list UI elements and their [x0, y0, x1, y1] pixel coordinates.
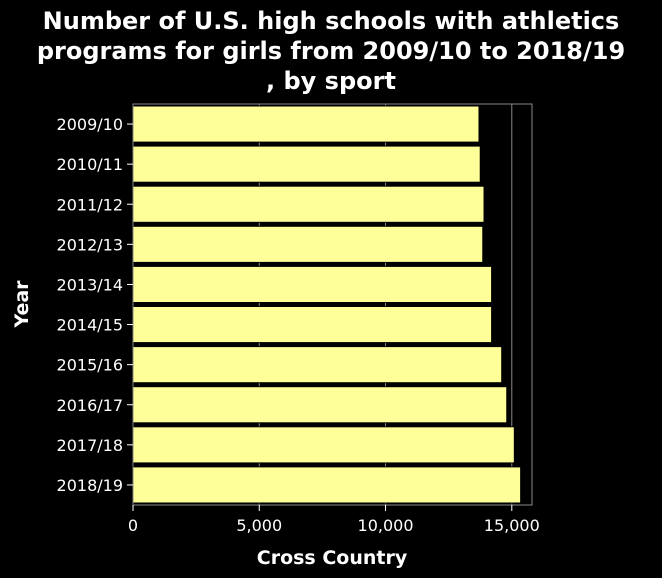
chart-title-line-2: programs for girls from 2009/10 to 2018/… — [36, 37, 626, 65]
y-tick-label: 2014/15 — [57, 316, 123, 335]
chart-title: Number of U.S. high schools with athleti… — [0, 6, 662, 96]
chart-title-line-3: , by sport — [266, 67, 396, 95]
bar — [132, 426, 515, 464]
x-tick-label: 5,000 — [236, 516, 282, 535]
y-tick-label: 2017/18 — [57, 436, 123, 455]
y-tick-label: 2010/11 — [57, 155, 123, 174]
bar — [132, 265, 493, 303]
y-tick-label: 2012/13 — [57, 235, 123, 254]
bar — [132, 145, 481, 183]
x-axis-label: Cross Country — [257, 547, 408, 569]
y-tick-label: 2009/10 — [57, 115, 123, 134]
x-tick-label: 10,000 — [358, 516, 414, 535]
y-tick-label: 2011/12 — [57, 195, 123, 214]
x-tick-label: 15,000 — [484, 516, 540, 535]
bar — [132, 306, 493, 344]
y-tick-label: 2018/19 — [57, 476, 123, 495]
y-tick-label: 2015/16 — [57, 356, 123, 375]
bar — [132, 466, 522, 504]
y-axis: 2009/10 2010/11 2011/12 2012/13 2013/14 2014/… — [57, 115, 133, 495]
bar — [132, 225, 484, 263]
x-axis: 0 5,000 10,000 15,000 — [128, 505, 540, 535]
x-tick-label: 0 — [128, 516, 138, 535]
plot-border — [132, 103, 533, 506]
bar — [132, 346, 503, 384]
bars — [132, 105, 522, 504]
y-tick-label: 2016/17 — [57, 396, 123, 415]
y-axis-label: Year — [11, 280, 33, 329]
bar — [132, 105, 480, 143]
y-tick-label: 2013/14 — [57, 275, 123, 294]
bar — [132, 386, 508, 424]
bar — [132, 185, 485, 223]
chart-title-line-1: Number of U.S. high schools with athleti… — [42, 7, 620, 35]
